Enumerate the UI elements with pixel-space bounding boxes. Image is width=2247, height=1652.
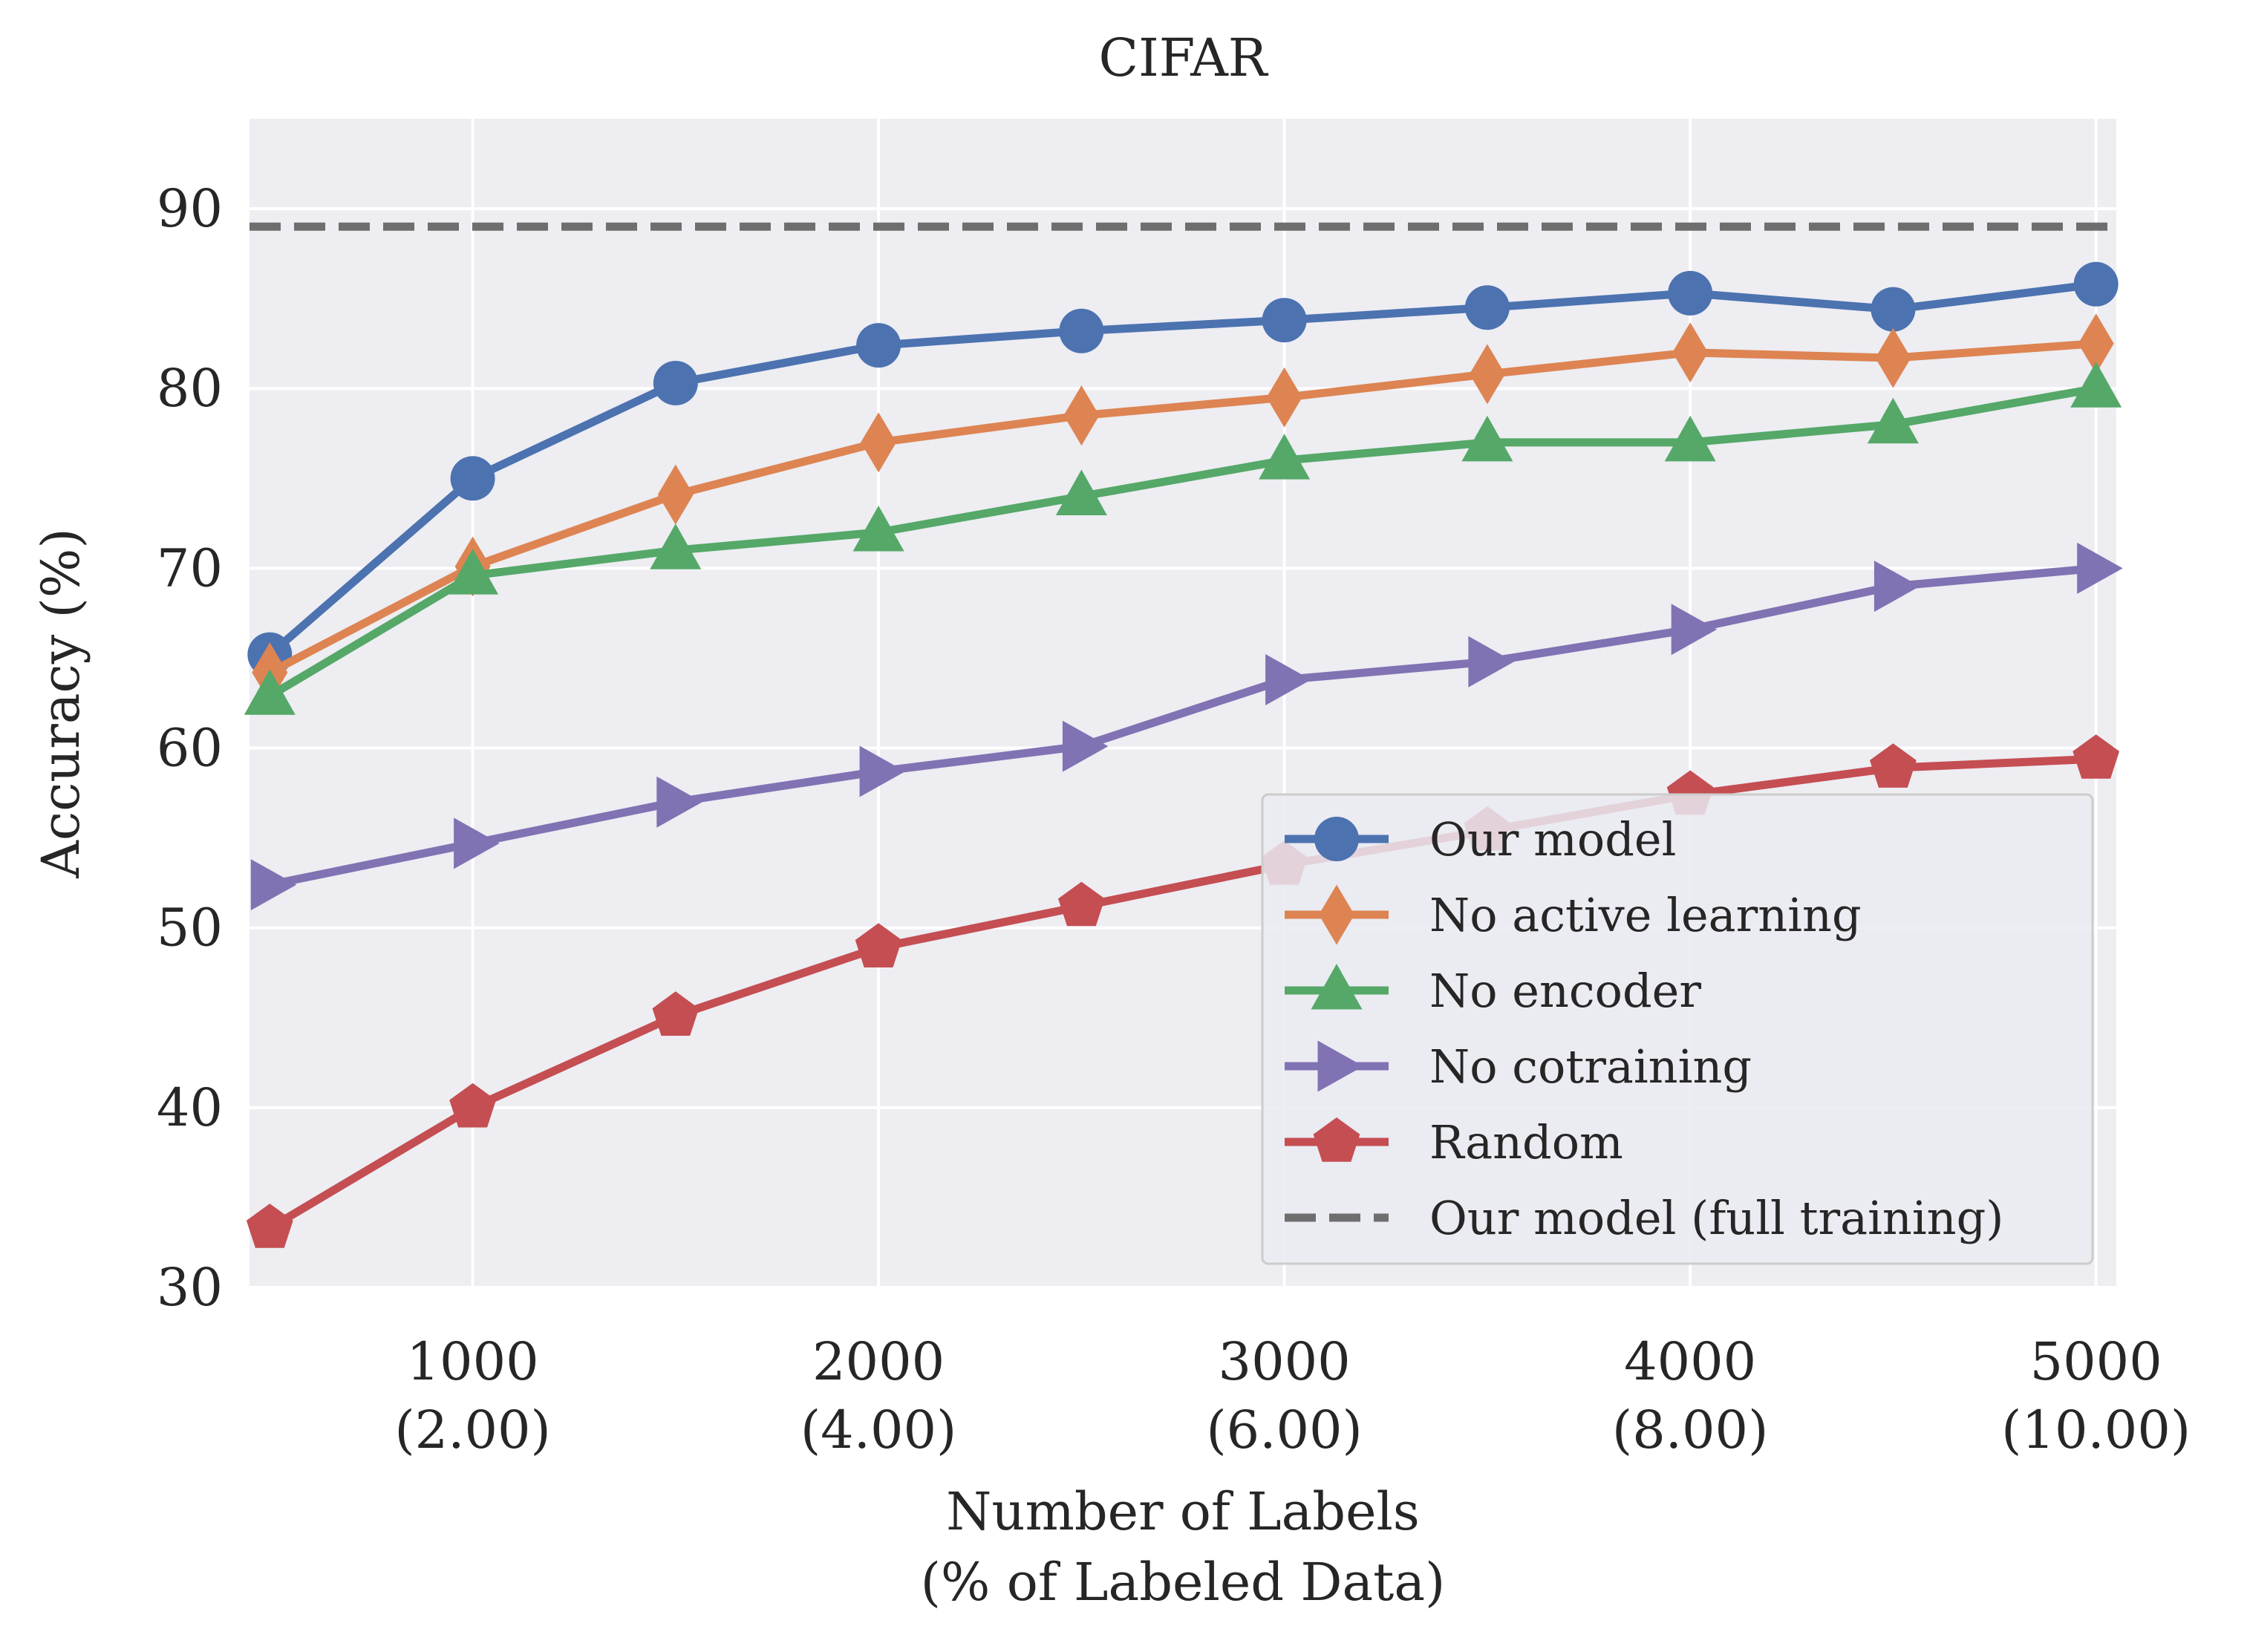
data-point [1062, 720, 1109, 772]
y-tick-label: 40 [157, 1077, 223, 1138]
data-point [1265, 654, 1311, 705]
x-tick-sublabel: (2.00) [394, 1400, 550, 1460]
y-tick-label: 30 [157, 1257, 223, 1318]
legend-swatch-marker [1313, 1117, 1360, 1162]
series-no-active-learning [252, 313, 2114, 703]
legend: Our model No active learning No encoder No … [1261, 793, 2094, 1265]
series-no-encoder [244, 362, 2122, 715]
y-tick-labels: 30 40 50 60 70 80 90 [157, 178, 223, 1318]
data-point [1063, 385, 1100, 446]
data-point [1461, 415, 1513, 462]
x-tick-label: 1000 [407, 1331, 539, 1392]
series-line [265, 339, 2101, 677]
legend-box [1261, 793, 2094, 1265]
series-line [265, 754, 2101, 1233]
data-point [1871, 287, 1916, 332]
x-tick-label: 5000 [2030, 1331, 2162, 1392]
y-tick-label: 60 [157, 718, 223, 779]
data-point [2072, 734, 2120, 779]
y-tick-label: 70 [157, 538, 223, 598]
legend-item: Random [1285, 1115, 1623, 1169]
data-point [656, 776, 702, 828]
data-point [1873, 561, 1920, 613]
data-point [657, 464, 694, 525]
legend-label: No encoder [1429, 964, 1701, 1018]
data-point [852, 506, 904, 552]
legend-item: No cotraining [1285, 1039, 1752, 1094]
legend-swatch-marker [1319, 884, 1354, 945]
legend-item: No encoder [1285, 964, 1701, 1018]
legend-label: No active learning [1429, 888, 1862, 942]
legend-label: Random [1429, 1115, 1623, 1169]
data-point [859, 745, 906, 797]
legend-swatch-marker [1317, 1040, 1363, 1092]
data-point [447, 549, 499, 595]
data-point [653, 360, 698, 405]
data-point [856, 323, 901, 368]
x-tick-sublabel: (8.00) [1612, 1400, 1768, 1460]
data-point [1266, 367, 1302, 428]
y-tick-label: 50 [157, 898, 223, 959]
x-tick-label: 2000 [812, 1331, 945, 1392]
data-point [1875, 327, 1911, 388]
data-point [1468, 636, 1514, 688]
legend-swatch-marker [1314, 817, 1359, 861]
data-point [1055, 469, 1107, 515]
data-point [1469, 344, 1505, 405]
data-point [250, 859, 297, 911]
legend-label: No cotraining [1429, 1039, 1752, 1094]
legend-swatch-marker [1311, 964, 1363, 1010]
legend-label: Our model (full training) [1429, 1191, 2004, 1245]
data-point [2078, 313, 2114, 374]
data-point [450, 456, 495, 501]
legend-item: No active learning [1285, 884, 1862, 945]
series-line [265, 384, 2101, 700]
data-point [1259, 434, 1311, 480]
data-point [2077, 542, 2123, 594]
legend-label: Our model [1429, 812, 1676, 866]
data-point [1059, 308, 1104, 353]
data-point [855, 923, 902, 967]
data-point [1671, 604, 1718, 656]
data-point [1668, 270, 1713, 316]
data-point [650, 523, 702, 569]
series-no-cotraining [250, 542, 2123, 911]
x-tick-label: 3000 [1219, 1331, 1351, 1392]
data-point [449, 1083, 496, 1128]
series-line [265, 564, 2101, 889]
data-point [2073, 261, 2119, 307]
data-point [246, 1204, 293, 1248]
x-tick-sublabel: (6.00) [1206, 1400, 1362, 1460]
data-point [2070, 362, 2122, 408]
chart-title: CIFAR [1099, 27, 1269, 88]
data-point [244, 669, 296, 715]
data-point [1867, 397, 1919, 444]
y-axis-label: Accuracy (%) [30, 528, 91, 878]
x-axis-label: Number of Labels [946, 1481, 1420, 1542]
data-point [861, 412, 897, 473]
data-point [652, 991, 699, 1036]
legend-item: Our model [1285, 812, 1676, 866]
data-point [454, 817, 500, 869]
y-tick-label: 90 [157, 178, 223, 239]
x-tick-sublabel: (4.00) [800, 1400, 956, 1460]
x-tick-labels: 1000 (2.00) 2000 (4.00) 3000 (6.00) 4000 (8.00)… [394, 1331, 2191, 1460]
data-point [1664, 415, 1716, 462]
data-point [1464, 285, 1510, 330]
x-tick-sublabel: (10.00) [2001, 1400, 2191, 1460]
legend-item: Our model (full training) [1285, 1191, 2004, 1245]
data-point [1870, 743, 1917, 788]
data-point [1672, 322, 1709, 383]
x-axis-sublabel: (% of Labeled Data) [921, 1552, 1446, 1613]
data-point [1058, 881, 1105, 927]
y-tick-label: 80 [157, 358, 223, 419]
series-line [265, 280, 2101, 659]
data-point [1262, 298, 1307, 343]
x-tick-label: 4000 [1624, 1331, 1756, 1392]
